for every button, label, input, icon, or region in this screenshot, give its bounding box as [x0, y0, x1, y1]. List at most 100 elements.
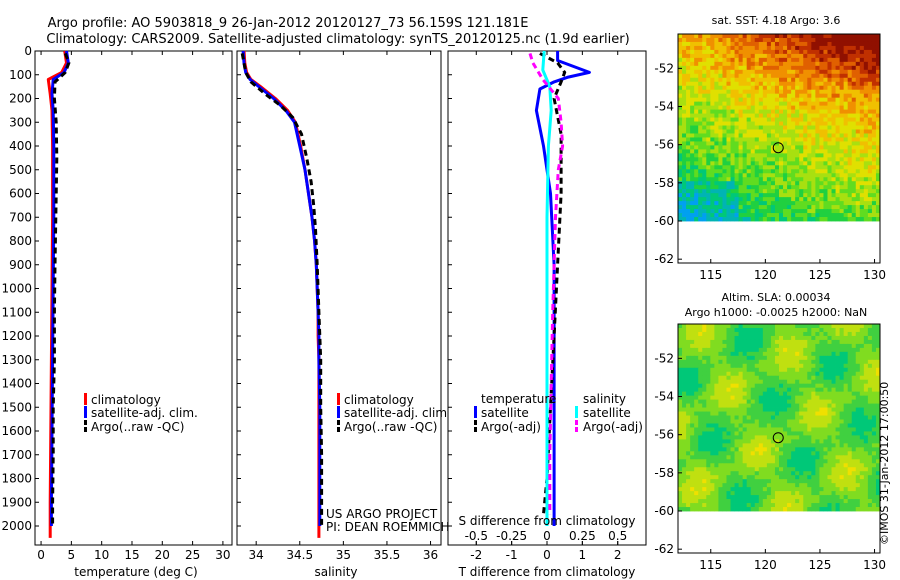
map-cell — [791, 161, 796, 166]
map-cell — [770, 379, 776, 385]
map-cell — [795, 463, 800, 468]
sst-map-panel: 115 120 125 130-52-54-56-58-60-62 — [654, 33, 886, 282]
map-cell — [750, 463, 756, 468]
map-cell — [791, 399, 796, 404]
map-cell — [839, 85, 845, 91]
map-cell — [694, 339, 699, 345]
map-cell — [871, 149, 877, 154]
map-cell — [811, 53, 816, 59]
map-cell — [815, 57, 820, 63]
map-cell — [787, 85, 792, 91]
map-cell — [710, 77, 715, 83]
map-cell — [746, 435, 752, 440]
map-cell — [742, 53, 748, 59]
map-cell — [710, 451, 715, 456]
map-cell — [722, 117, 727, 122]
map-cell — [843, 411, 849, 416]
map-cell — [855, 157, 861, 162]
map-cell — [863, 197, 869, 202]
map-cell — [839, 109, 845, 114]
map-cell — [855, 193, 861, 198]
map-cell — [770, 423, 776, 428]
map-cell — [779, 177, 784, 182]
map-cell — [843, 383, 849, 389]
map-cell — [694, 347, 699, 353]
map-cell — [831, 407, 836, 412]
map-cell — [835, 439, 840, 444]
map-cell — [722, 407, 727, 412]
map-cell — [710, 375, 715, 381]
map-cell — [839, 435, 845, 440]
map-cell — [827, 34, 832, 39]
map-cell — [799, 507, 804, 512]
map-cell — [682, 173, 687, 178]
map-cell — [730, 117, 735, 122]
map-cell — [750, 371, 756, 377]
map-cell — [811, 173, 816, 178]
map-cell — [710, 351, 715, 357]
map-cell — [827, 463, 832, 468]
map-cell — [738, 415, 744, 420]
map-cell — [698, 189, 703, 194]
map-cell — [835, 347, 840, 353]
map-cell — [742, 439, 748, 444]
map-cell — [843, 197, 849, 202]
map-cell — [750, 101, 756, 107]
map-cell — [871, 443, 877, 448]
map-cell — [871, 403, 877, 408]
map-cell — [803, 363, 808, 369]
map-cell — [698, 193, 703, 198]
map-cell — [738, 324, 744, 329]
map-cell — [742, 181, 748, 186]
map-cell — [783, 499, 788, 504]
map-cell — [734, 109, 739, 114]
map-cell — [770, 93, 776, 99]
map-cell — [706, 395, 711, 400]
map-cell — [702, 431, 707, 436]
map-cell — [803, 403, 808, 408]
map-cell — [706, 495, 711, 500]
map-cell — [710, 193, 715, 198]
map-cell — [827, 65, 832, 71]
map-cell — [730, 173, 735, 178]
map-cell — [730, 483, 735, 488]
map-cell — [863, 411, 869, 416]
map-cell — [770, 383, 776, 389]
map-cell — [742, 73, 748, 79]
map-cell — [678, 475, 683, 480]
map-cell — [815, 209, 820, 214]
map-cell — [867, 81, 873, 87]
map-cell — [875, 189, 881, 194]
map-cell — [738, 137, 744, 142]
map-cell — [859, 117, 865, 122]
map-cell — [875, 113, 881, 118]
map-cell — [742, 193, 748, 198]
map-cell — [855, 427, 861, 432]
map-cell — [722, 415, 727, 420]
map-cell — [811, 121, 816, 126]
map-cell — [787, 113, 792, 118]
map-cell — [819, 411, 824, 416]
map-cell — [774, 367, 780, 373]
map-cell — [738, 181, 744, 186]
map-cell — [827, 399, 832, 404]
map-cell — [738, 383, 744, 389]
map-cell — [746, 177, 752, 182]
map-cell — [867, 185, 873, 190]
map-cell — [718, 157, 723, 162]
map-cell — [686, 34, 691, 39]
map-cell — [766, 431, 772, 436]
map-cell — [702, 379, 707, 385]
map-cell — [791, 407, 796, 412]
map-cell — [730, 467, 735, 472]
map-cell — [779, 65, 784, 71]
map-cell — [730, 189, 735, 194]
map-cell — [714, 367, 719, 373]
map-cell — [702, 331, 707, 337]
map-cell — [766, 483, 772, 488]
map-cell — [702, 141, 707, 146]
map-cell — [722, 133, 727, 138]
map-cell — [819, 61, 824, 67]
map-cell — [706, 181, 711, 186]
map-cell — [863, 379, 869, 385]
